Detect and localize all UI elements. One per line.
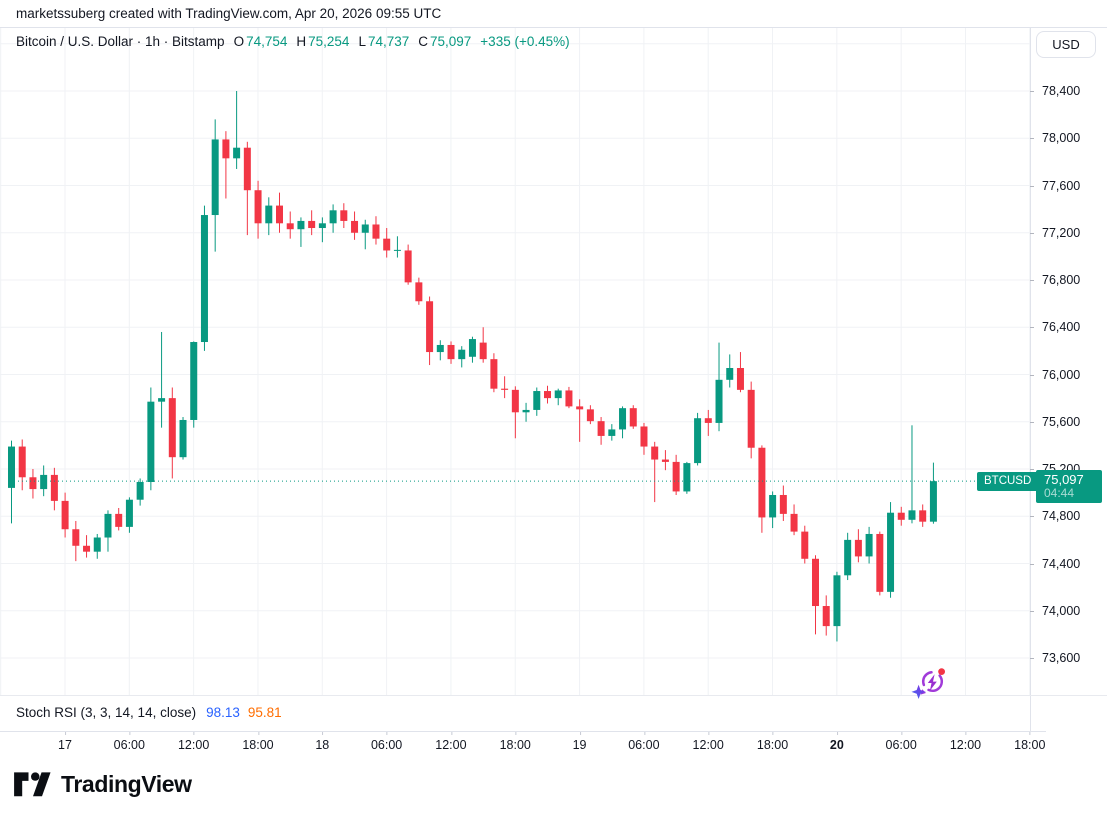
time-tick-label: 18:00 bbox=[500, 732, 531, 757]
ohlc-item: C 75,097 bbox=[418, 34, 472, 49]
tradingview-logo-mark bbox=[14, 772, 51, 797]
pane-divider bbox=[0, 695, 1107, 696]
bar-countdown: 04:44 bbox=[1044, 486, 1075, 500]
ohlc-item: L 74,737 bbox=[358, 34, 410, 49]
time-tick-label: 19 bbox=[573, 732, 587, 757]
notification-dot-icon bbox=[938, 668, 945, 675]
time-tick-label: 12:00 bbox=[178, 732, 209, 757]
price-tick-label: 75,600 bbox=[1030, 415, 1080, 429]
candlestick-chart-canvas[interactable] bbox=[0, 28, 1030, 695]
last-price-value: 75,097 bbox=[1044, 472, 1084, 487]
ohlc-item: H 75,254 bbox=[296, 34, 350, 49]
time-tick-label: 18:00 bbox=[242, 732, 274, 757]
price-tick-label: 77,200 bbox=[1030, 226, 1080, 240]
time-tick-label: 12:00 bbox=[435, 732, 467, 757]
time-tick-label: 06:00 bbox=[886, 732, 917, 757]
time-tick-label: 17 bbox=[58, 732, 72, 757]
price-tick-label: 74,400 bbox=[1030, 557, 1080, 571]
symbol-title[interactable]: Bitcoin / U.S. Dollar · 1h · Bitstamp bbox=[16, 34, 225, 49]
price-tick-label: 78,400 bbox=[1030, 84, 1080, 98]
price-tick-label: 74,000 bbox=[1030, 604, 1080, 618]
stoch-k-value: 98.13 bbox=[206, 705, 240, 720]
ohlc-item: O 74,754 bbox=[233, 34, 288, 49]
price-tick-label: 76,400 bbox=[1030, 320, 1080, 334]
price-tick-label: 73,600 bbox=[1030, 651, 1080, 665]
symbol-legend: Bitcoin / U.S. Dollar · 1h · Bitstamp O 74… bbox=[16, 34, 570, 54]
time-tick-label: 12:00 bbox=[693, 732, 724, 757]
time-tick-label: 18:00 bbox=[1014, 732, 1045, 757]
time-axis[interactable]: 17 06:00 12:00 18:00 18 06:00 12:00 18:00 19 06:0… bbox=[0, 731, 1046, 757]
ohlc-values: O 74,754 H 75,254 L 74,737 C 75,097 bbox=[225, 34, 472, 49]
price-tick-label: 76,800 bbox=[1030, 273, 1080, 287]
time-tick-label: 18:00 bbox=[757, 732, 788, 757]
price-axis[interactable]: 78,400 78,000 77,600 77,200 76,800 76,400 76,0… bbox=[1030, 28, 1107, 731]
ai-refresh-icon[interactable] bbox=[911, 664, 949, 702]
price-tick-label: 78,000 bbox=[1030, 131, 1080, 145]
currency-toggle-button[interactable]: USD bbox=[1036, 31, 1096, 58]
time-tick-label: 20 bbox=[830, 732, 844, 757]
tradingview-logo[interactable]: TradingView bbox=[14, 771, 192, 798]
time-tick-label: 06:00 bbox=[628, 732, 660, 757]
price-tick-label: 76,000 bbox=[1030, 368, 1080, 382]
time-tick-label: 06:00 bbox=[114, 732, 145, 757]
price-axis-separator bbox=[1030, 28, 1031, 757]
price-tick-label: 77,600 bbox=[1030, 179, 1080, 193]
indicator-title[interactable]: Stoch RSI (3, 3, 14, 14, close) bbox=[16, 705, 197, 720]
stoch-d-value: 95.81 bbox=[247, 705, 282, 720]
indicator-legend: Stoch RSI (3, 3, 14, 14, close) 98.13 95.8… bbox=[16, 697, 282, 729]
lightning-bolt-icon bbox=[927, 674, 937, 691]
price-change: +335 (+0.45%) bbox=[480, 34, 570, 49]
footer: TradingView bbox=[0, 757, 1107, 818]
circular-arrow-icon bbox=[921, 670, 944, 693]
attribution-text: marketssuberg created with TradingView.c… bbox=[0, 0, 1107, 28]
time-tick-label: 12:00 bbox=[950, 732, 981, 757]
time-tick-label: 18 bbox=[315, 732, 329, 757]
last-price-badge: 75,097 04:44 bbox=[1036, 470, 1102, 503]
price-tick-label: 74,800 bbox=[1030, 509, 1080, 523]
sparkle-icon bbox=[911, 684, 926, 699]
time-tick-label: 06:00 bbox=[371, 732, 402, 757]
symbol-price-label-badge: BTCUSD bbox=[977, 472, 1039, 491]
tradingview-logo-text: TradingView bbox=[61, 771, 192, 797]
